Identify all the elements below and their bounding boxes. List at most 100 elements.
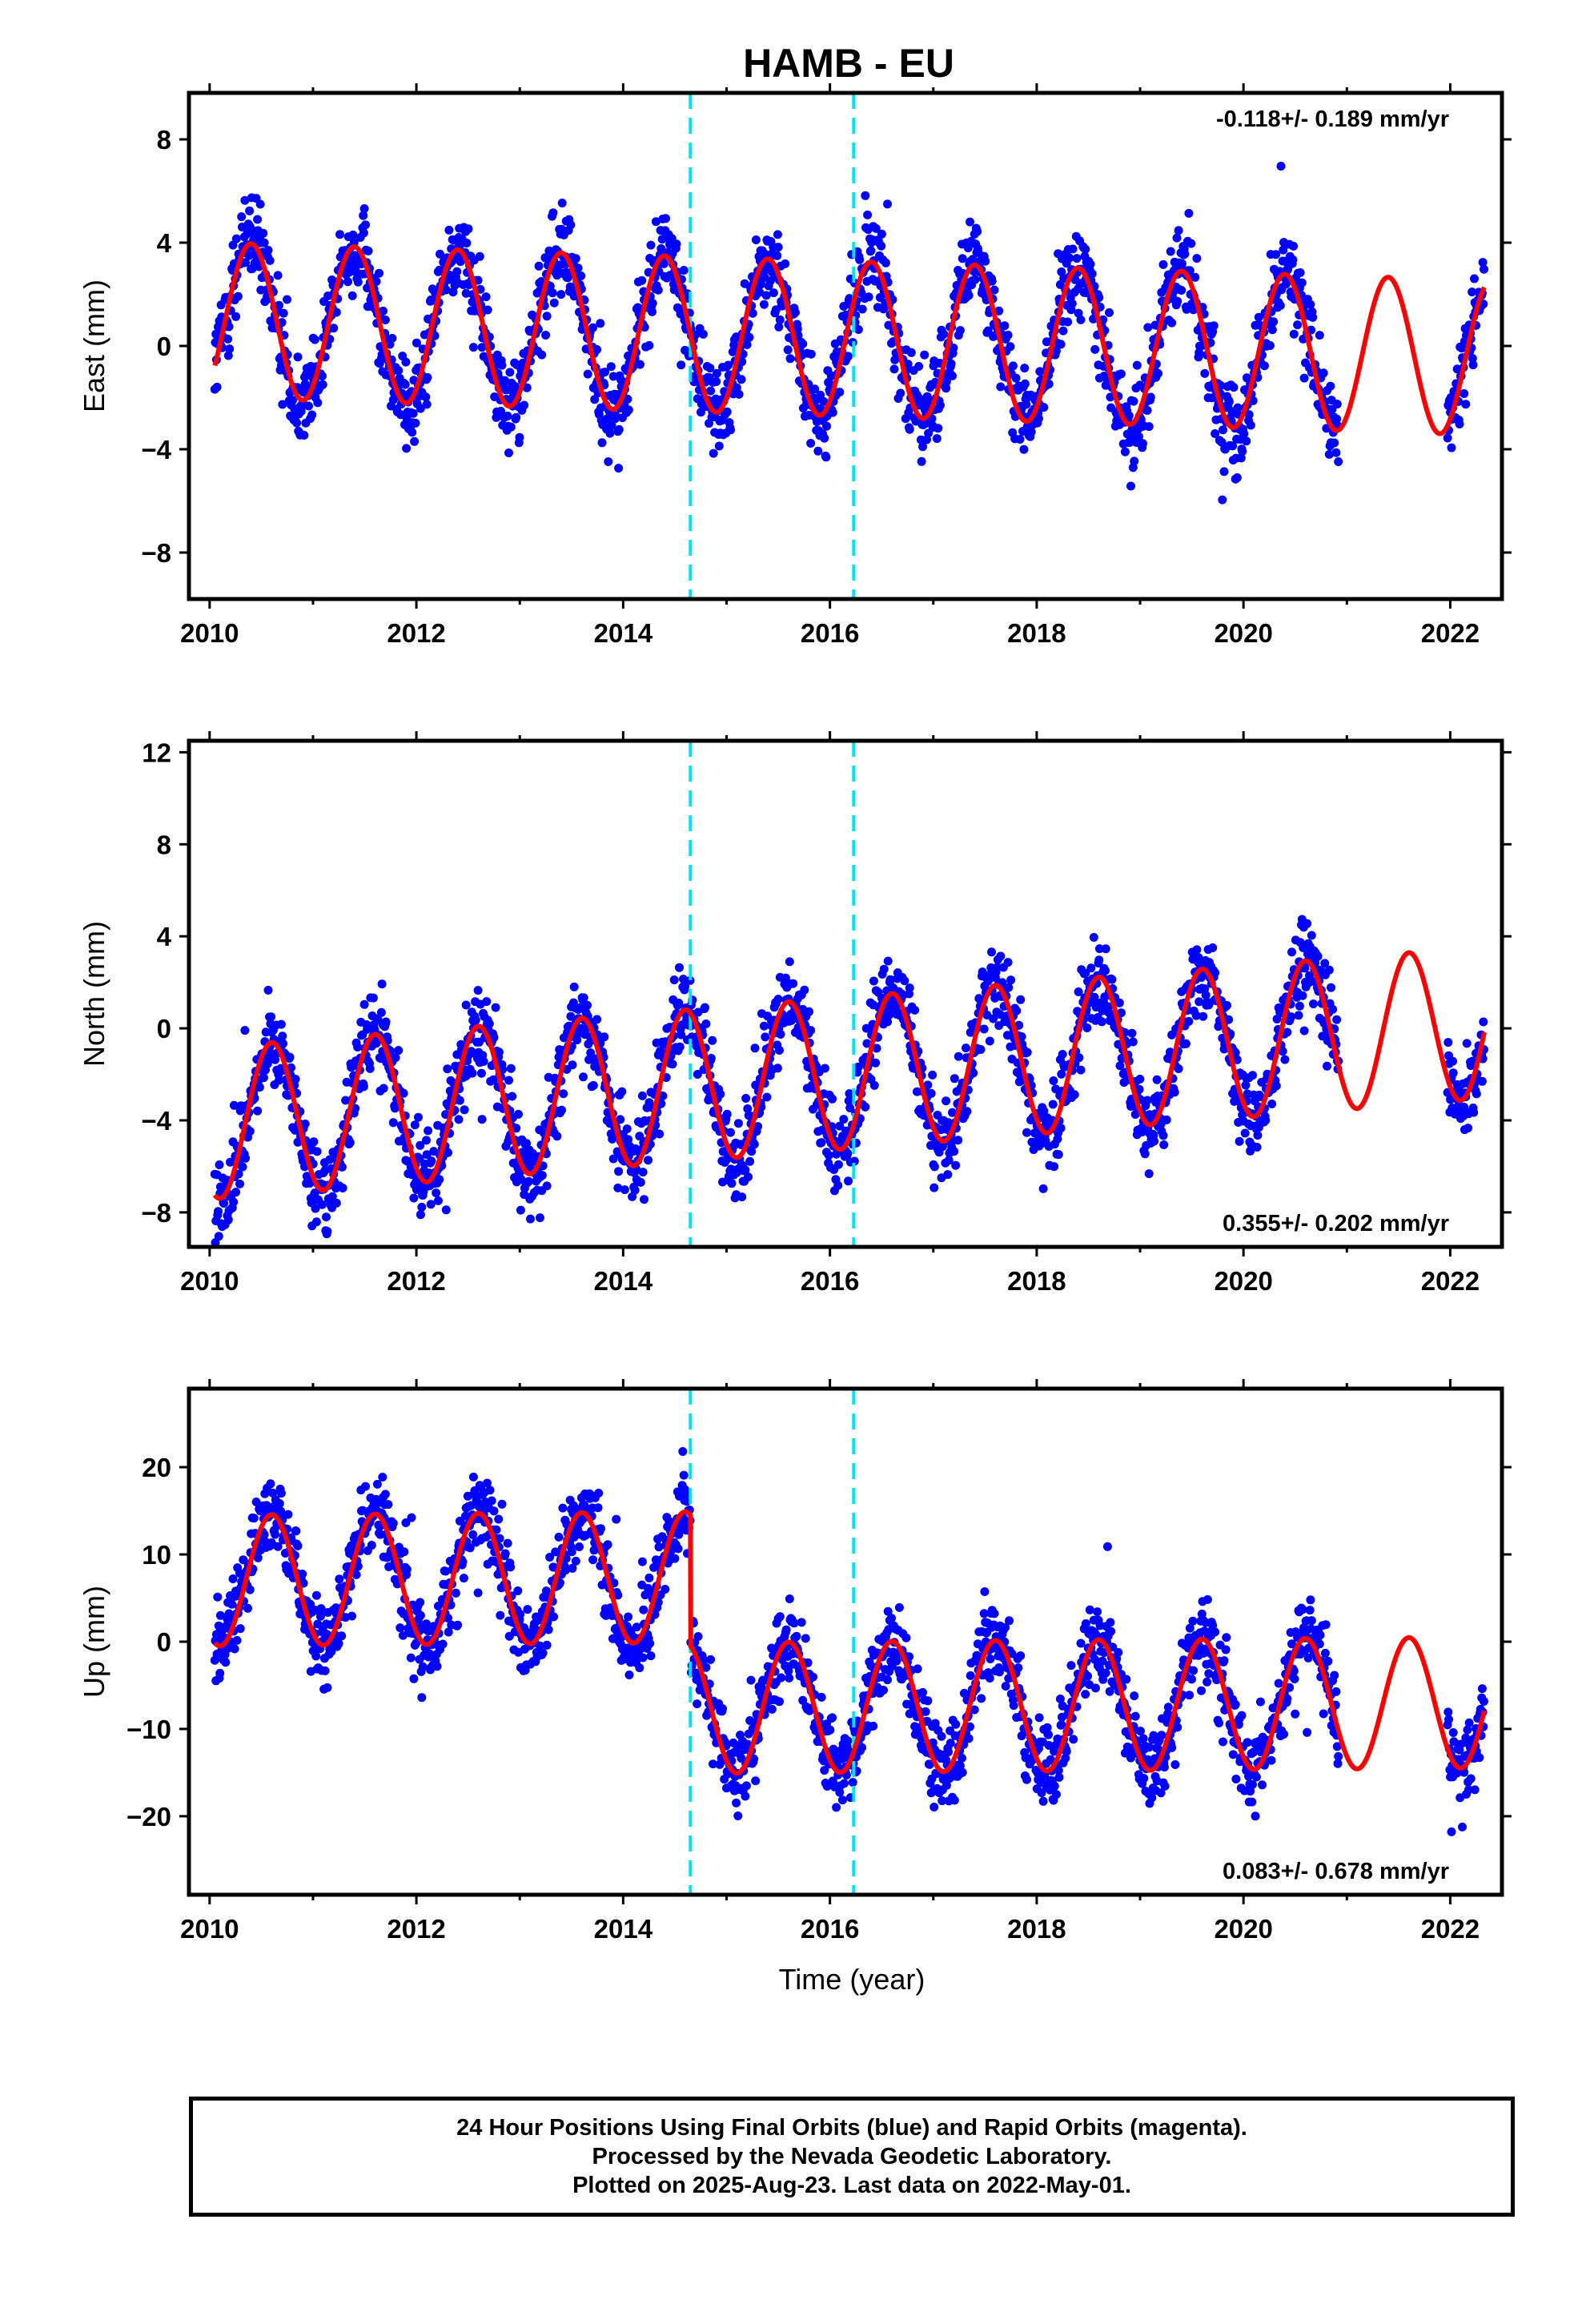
- data-point: [709, 448, 718, 458]
- data-point: [372, 1479, 382, 1489]
- data-point: [279, 308, 288, 318]
- data-point: [1287, 1012, 1296, 1022]
- data-point: [1228, 441, 1238, 451]
- data-point: [783, 345, 793, 355]
- data-point: [1120, 447, 1130, 456]
- data-point: [949, 344, 958, 352]
- data-point: [1472, 1089, 1481, 1099]
- data-point: [285, 1052, 295, 1062]
- data-point: [1443, 1038, 1453, 1047]
- data-point: [388, 1118, 398, 1128]
- data-point: [1236, 453, 1246, 463]
- data-point: [1039, 403, 1049, 412]
- data-point: [675, 963, 684, 972]
- data-point: [461, 1000, 471, 1010]
- data-point: [1224, 397, 1234, 407]
- data-point: [774, 322, 784, 332]
- data-point: [459, 1574, 468, 1583]
- data-point: [1143, 323, 1153, 332]
- data-point: [520, 400, 529, 410]
- data-point: [1242, 436, 1251, 446]
- data-point: [1461, 400, 1471, 409]
- data-point: [323, 1227, 332, 1236]
- data-point: [1462, 1039, 1472, 1048]
- data-point: [1138, 439, 1147, 448]
- data-point: [245, 1585, 255, 1594]
- data-point: [223, 334, 233, 344]
- data-point: [409, 1193, 419, 1203]
- data-point: [705, 364, 715, 373]
- data-point: [298, 1570, 307, 1578]
- data-point: [906, 348, 916, 357]
- data-point: [215, 1668, 225, 1678]
- data-point: [968, 255, 978, 264]
- y-tick-label: 4: [157, 922, 172, 951]
- data-point: [757, 279, 766, 289]
- data-point: [307, 410, 317, 420]
- data-point: [745, 1156, 755, 1166]
- data-point: [500, 1549, 510, 1558]
- data-point: [1448, 1068, 1458, 1078]
- data-point: [861, 1102, 870, 1112]
- data-point: [749, 1140, 759, 1149]
- data-point: [1332, 1015, 1342, 1024]
- data-point: [775, 315, 785, 324]
- data-point: [234, 1169, 243, 1179]
- data-point: [402, 1565, 412, 1574]
- data-point: [327, 1192, 337, 1201]
- data-point: [1038, 1184, 1048, 1193]
- data-point: [833, 1180, 843, 1190]
- data-point: [1074, 308, 1083, 318]
- data-point: [592, 1015, 602, 1024]
- data-point: [542, 1181, 552, 1191]
- data-point: [773, 243, 783, 252]
- data-point: [1253, 1131, 1263, 1140]
- panels: 2010 2012 2014 2016 2018 2020 2022−8−4048East …: [78, 83, 1512, 1944]
- data-point: [1480, 264, 1488, 274]
- data-point: [225, 344, 235, 354]
- data-point: [489, 1506, 499, 1516]
- data-point: [843, 1148, 853, 1158]
- data-point: [987, 947, 996, 957]
- data-point: [669, 975, 679, 985]
- data-point: [477, 343, 487, 352]
- data-point: [1246, 420, 1255, 430]
- data-point: [1167, 318, 1177, 328]
- data-point: [451, 1588, 460, 1598]
- data-point: [896, 388, 905, 398]
- data-point: [1056, 1124, 1066, 1133]
- data-point: [537, 350, 547, 360]
- data-point: [464, 224, 473, 234]
- data-point: [221, 1658, 231, 1667]
- data-point: [1192, 945, 1202, 955]
- data-point: [917, 456, 926, 466]
- data-point: [1158, 259, 1168, 269]
- data-point: [481, 292, 491, 302]
- data-point: [936, 400, 945, 410]
- data-point: [583, 1000, 592, 1010]
- data-point: [388, 395, 398, 404]
- data-point: [416, 404, 425, 413]
- data-point: [1293, 320, 1303, 330]
- data-point: [259, 228, 268, 238]
- data-point: [918, 442, 927, 452]
- data-point: [313, 398, 323, 408]
- data-point: [569, 982, 579, 991]
- data-point: [1299, 373, 1309, 383]
- data-point: [624, 1612, 633, 1622]
- data-point: [646, 240, 656, 250]
- data-point: [1332, 400, 1342, 409]
- data-point: [299, 431, 309, 440]
- data-point: [681, 1489, 690, 1498]
- data-point: [693, 1699, 702, 1709]
- data-point: [1324, 965, 1334, 975]
- data-point: [394, 1046, 404, 1055]
- figure-title: HAMB - EU: [743, 41, 954, 86]
- data-point: [263, 986, 273, 995]
- data-point: [576, 271, 586, 280]
- data-point: [557, 199, 567, 207]
- data-point: [263, 246, 273, 255]
- data-point: [482, 997, 492, 1007]
- data-point: [424, 1649, 434, 1659]
- data-point: [400, 1547, 409, 1557]
